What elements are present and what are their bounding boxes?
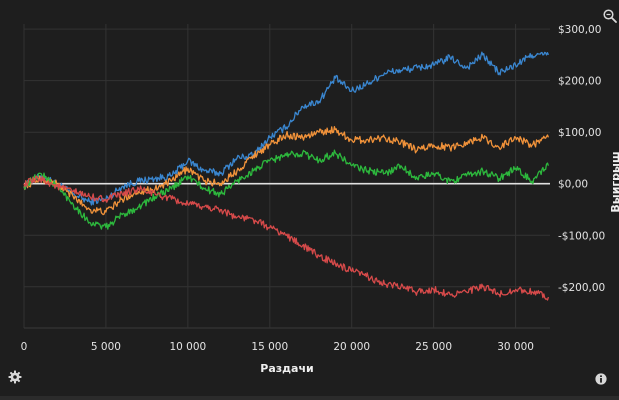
y-axis-title: Выигрыш xyxy=(609,151,619,212)
x-axis-ticks: 0 5 000 10 000 15 000 20 000 25 000 30 000 xyxy=(21,341,534,353)
y-tick-label: -$200,00 xyxy=(558,282,605,294)
x-tick-label: 20 000 xyxy=(333,341,370,353)
x-tick-label: 15 000 xyxy=(251,341,288,353)
x-tick-label: 30 000 xyxy=(497,341,534,353)
grid xyxy=(23,24,550,329)
series-line-2 xyxy=(23,126,550,216)
x-tick-label: 0 xyxy=(21,341,28,353)
y-tick-label: -$100,00 xyxy=(558,230,605,242)
y-axis-ticks: $300,00 $200,00 $100,00 $0,00 -$100,00 -$200,… xyxy=(558,24,605,294)
info-icon[interactable] xyxy=(595,370,609,385)
series-line-3 xyxy=(23,149,550,230)
series-lines xyxy=(23,51,550,301)
y-tick-label: $200,00 xyxy=(558,76,601,88)
bottom-strip xyxy=(0,396,619,400)
x-tick-label: 25 000 xyxy=(415,341,452,353)
x-tick-label: 5 000 xyxy=(91,341,121,353)
y-tick-label: $100,00 xyxy=(558,127,601,139)
x-tick-label: 10 000 xyxy=(169,341,206,353)
x-axis-title: Раздачи xyxy=(260,362,313,375)
series-line-1 xyxy=(23,51,550,206)
zoom-icon[interactable] xyxy=(603,8,617,23)
gear-icon[interactable] xyxy=(8,369,22,384)
y-tick-label: $0,00 xyxy=(558,179,588,191)
series-line-4 xyxy=(23,175,550,301)
y-tick-label: $300,00 xyxy=(558,24,601,36)
